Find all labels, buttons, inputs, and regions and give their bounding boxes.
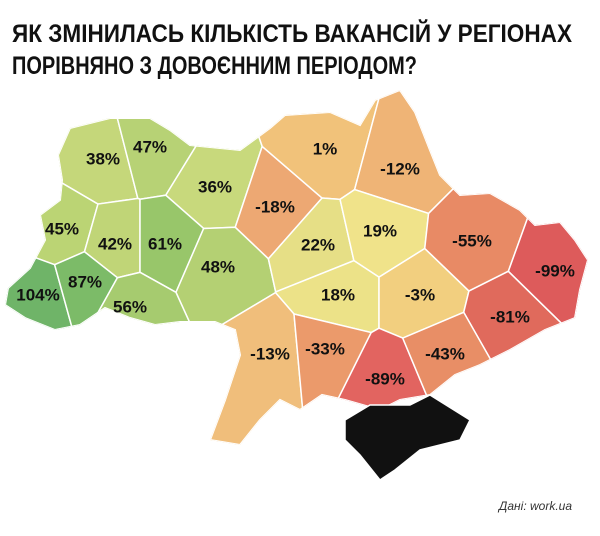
region-label: -81% xyxy=(490,307,530,326)
region-label: -12% xyxy=(380,159,420,178)
region-label: 19% xyxy=(363,221,397,240)
region-label: 45% xyxy=(45,219,79,238)
region-label: 48% xyxy=(201,257,235,276)
title-line: ПОРІВНЯНО З ДОВОЄННИМ ПЕРІОДОМ? xyxy=(12,52,417,80)
region-label: -43% xyxy=(425,344,465,363)
region xyxy=(462,270,588,445)
region xyxy=(142,291,309,445)
region-label: 104% xyxy=(16,285,59,304)
region-label: 22% xyxy=(301,235,335,254)
region-label: 42% xyxy=(98,234,132,253)
region-label: -18% xyxy=(255,197,295,216)
crimea xyxy=(344,394,471,482)
region-label: 38% xyxy=(86,149,120,168)
region-label: -33% xyxy=(305,339,345,358)
region-label: 1% xyxy=(313,139,338,158)
title-line: ЯК ЗМІНИЛАСЬ КІЛЬКІСТЬ ВАКАНСІЙ У РЕГІОН… xyxy=(12,18,572,48)
region-label: 61% xyxy=(148,234,182,253)
region-label: -3% xyxy=(405,285,435,304)
region-label: 18% xyxy=(321,285,355,304)
region-label: 47% xyxy=(133,137,167,156)
labels: 38% 47% 36% -18% 1% -12% 45% 42% 61% 48% 104% 87% 56… xyxy=(16,137,575,388)
region-label: -55% xyxy=(452,231,492,250)
region xyxy=(5,90,139,205)
region-label: 36% xyxy=(198,177,232,196)
region-label: -99% xyxy=(535,261,575,280)
source: Дані: work.ua xyxy=(497,499,572,513)
region-label: 56% xyxy=(113,297,147,316)
region-label: -89% xyxy=(365,369,405,388)
border xyxy=(5,90,588,445)
region-label: -13% xyxy=(250,344,290,363)
region-label: 87% xyxy=(68,272,102,291)
